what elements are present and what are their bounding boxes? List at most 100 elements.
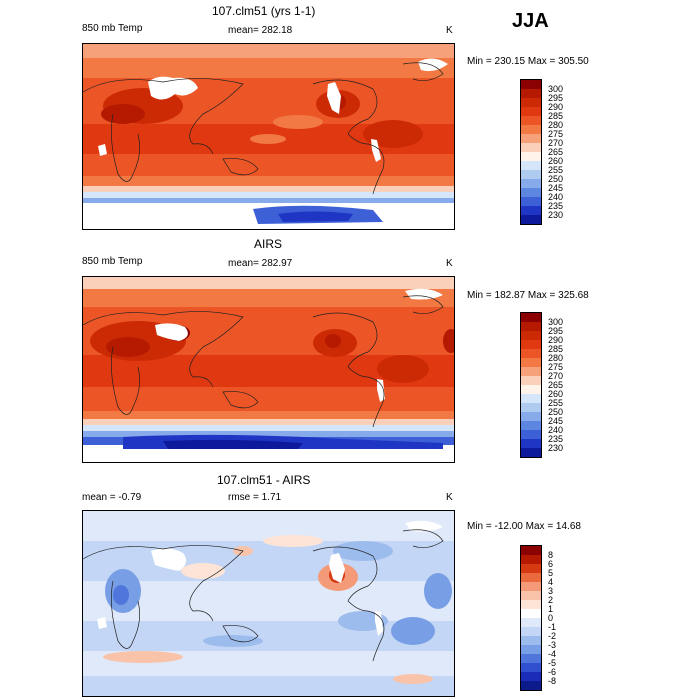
colorbar-tick-label: 280 [548,352,564,363]
panel-1-variable-label: 850 mb Temp [82,23,143,34]
colorbar-tick-label: 3 [548,585,554,596]
colorbar-swatch [521,421,541,430]
colorbar-tick-label: -3 [548,639,557,650]
panel-2-title: AIRS [254,237,283,251]
colorbar-tick-label: 240 [548,191,564,202]
colorbar-tick-label: 5 [548,567,554,578]
colorbar-tick-label: 295 [548,325,564,336]
panel-3-minmax-label: Min = -12.00 Max = 14.68 [467,521,581,532]
colorbar-tick-label: -4 [548,648,557,659]
panel-3-map [82,510,455,697]
colorbar-tick-label: 280 [548,119,564,130]
colorbar-swatch [521,152,541,161]
colorbar-tick-label: 265 [548,146,564,157]
colorbar-swatch [521,654,541,663]
colorbar-swatch [521,385,541,394]
colorbar-tick-label: 245 [548,182,564,193]
colorbar-swatch [521,161,541,170]
colorbar-swatch [521,80,541,89]
colorbar-tick-label: -8 [548,675,557,686]
colorbar-swatch [521,573,541,582]
colorbar-swatch [521,448,541,457]
panel-3-colorbar [520,545,542,691]
colorbar-swatch [521,349,541,358]
panel-2-minmax-label: Min = 182.87 Max = 325.68 [467,290,589,301]
colorbar-tick-label: 230 [548,442,564,453]
colorbar-tick-label: 250 [548,406,564,417]
panel-2-map [82,276,455,463]
colorbar-swatch [521,215,541,224]
colorbar-tick-label: 300 [548,316,564,327]
colorbar-tick-label: -1 [548,621,557,632]
colorbar-tick-label: 245 [548,415,564,426]
colorbar-tick-label: 4 [548,576,554,587]
colorbar-swatch [521,403,541,412]
colorbar-swatch [521,322,541,331]
colorbar-tick-label: 2 [548,594,554,605]
colorbar-tick-label: 270 [548,370,564,381]
colorbar-swatch [521,564,541,573]
colorbar-tick-label: 255 [548,164,564,175]
colorbar-swatch [521,367,541,376]
colorbar-tick-label: 6 [548,558,554,569]
colorbar-tick-label: 240 [548,424,564,435]
colorbar-tick-label: 8 [548,549,554,560]
colorbar-tick-label: -5 [548,657,557,668]
colorbar-tick-label: 290 [548,101,564,112]
colorbar-swatch [521,618,541,627]
colorbar-tick-label: 260 [548,388,564,399]
colorbar-swatch [521,582,541,591]
colorbar-tick-label: 235 [548,433,564,444]
colorbar-swatch [521,376,541,385]
panel-3-units-label: K [446,492,453,503]
colorbar-tick-label: 300 [548,83,564,94]
colorbar-swatch [521,98,541,107]
colorbar-tick-label: 285 [548,110,564,121]
colorbar-tick-label: 1 [548,603,554,614]
colorbar-tick-label: 250 [548,173,564,184]
colorbar-tick-label: 270 [548,137,564,148]
colorbar-swatch [521,358,541,367]
panel-2-colorbar [520,312,542,458]
colorbar-tick-label: 255 [548,397,564,408]
panel-1-mean-label: mean= 282.18 [228,25,293,36]
colorbar-swatch [521,412,541,421]
panel-2-units-label: K [446,258,453,269]
colorbar-swatch [521,197,541,206]
colorbar-swatch [521,179,541,188]
colorbar-swatch [521,116,541,125]
colorbar-swatch [521,134,541,143]
colorbar-swatch [521,681,541,690]
colorbar-swatch [521,89,541,98]
colorbar-tick-label: 260 [548,155,564,166]
colorbar-swatch [521,636,541,645]
colorbar-swatch [521,663,541,672]
colorbar-swatch [521,609,541,618]
colorbar-swatch [521,430,541,439]
colorbar-tick-label: 230 [548,209,564,220]
colorbar-swatch [521,331,541,340]
colorbar-swatch [521,206,541,215]
colorbar-swatch [521,394,541,403]
colorbar-tick-label: 0 [548,612,554,623]
colorbar-swatch [521,627,541,636]
colorbar-swatch [521,107,541,116]
colorbar-swatch [521,143,541,152]
panel-1-map [82,43,455,230]
colorbar-tick-label: 285 [548,343,564,354]
panel-2-mean-label: mean= 282.97 [228,258,293,269]
panel-1-title: 107.clm51 (yrs 1-1) [212,4,316,18]
panel-3-mean-label: mean = -0.79 [82,492,142,503]
panel-3-rmse-label: rmse = 1.71 [228,492,282,503]
colorbar-tick-label: 265 [548,379,564,390]
colorbar-swatch [521,313,541,322]
colorbar-swatch [521,188,541,197]
panel-1-colorbar [520,79,542,225]
colorbar-swatch [521,555,541,564]
colorbar-swatch [521,591,541,600]
colorbar-swatch [521,645,541,654]
colorbar-tick-label: -6 [548,666,557,677]
colorbar-swatch [521,340,541,349]
panel-1-units-label: K [446,25,453,36]
colorbar-tick-label: 235 [548,200,564,211]
